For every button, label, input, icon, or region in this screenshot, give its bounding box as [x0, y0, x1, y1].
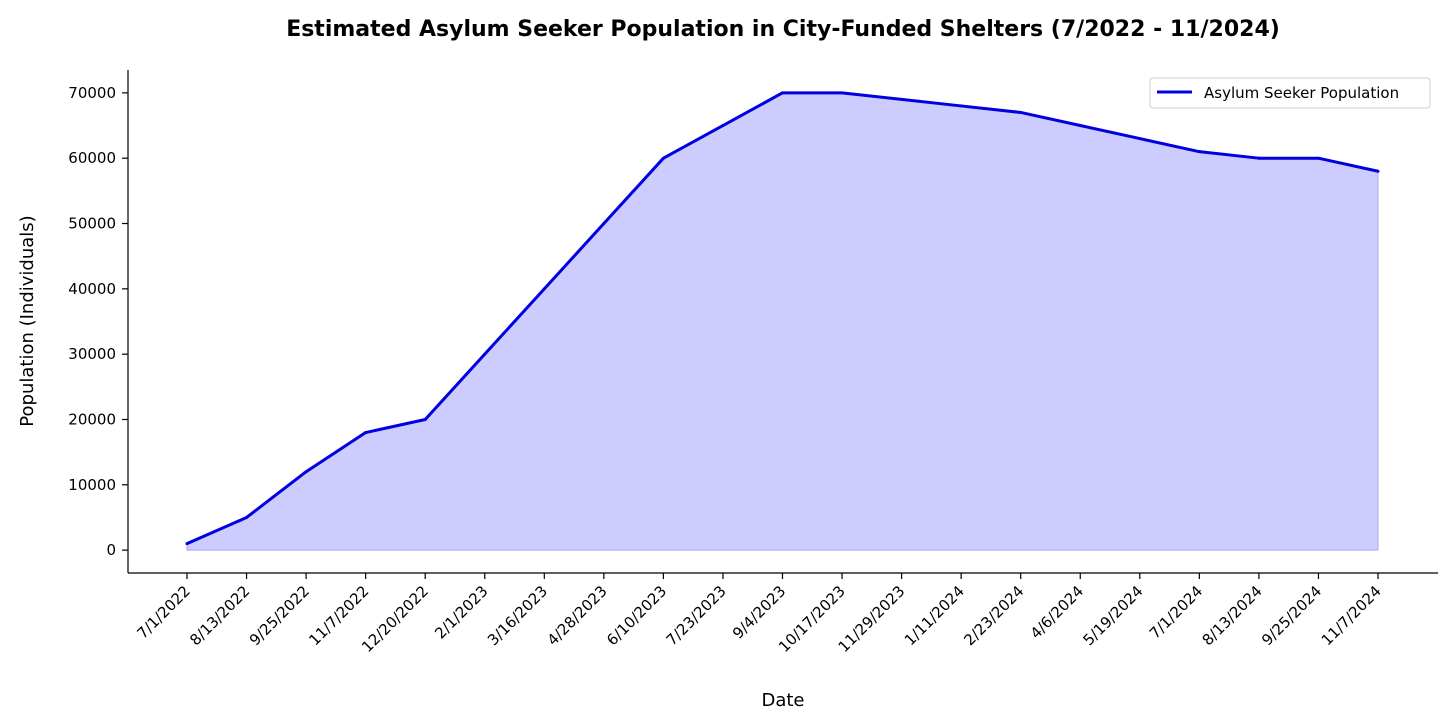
data-point — [840, 91, 844, 95]
y-tick-label: 40000 — [68, 280, 116, 298]
x-tick-label: 8/13/2022 — [186, 582, 253, 649]
data-point — [1376, 169, 1380, 173]
y-tick-label: 50000 — [68, 215, 116, 233]
x-tick-label: 4/28/2023 — [544, 582, 611, 649]
x-tick-label: 4/6/2024 — [1027, 582, 1087, 642]
y-axis-label: Population (Individuals) — [17, 215, 38, 426]
x-tick-label: 7/1/2022 — [133, 582, 193, 642]
series-line-layer — [185, 91, 1380, 546]
data-point — [364, 431, 368, 435]
data-point — [185, 542, 189, 546]
data-point — [1019, 110, 1023, 114]
data-point — [245, 515, 249, 519]
y-tick-label: 60000 — [68, 149, 116, 167]
chart-title: Estimated Asylum Seeker Population in Ci… — [286, 17, 1280, 42]
y-tick-label: 70000 — [68, 84, 116, 102]
y-tick-label: 20000 — [68, 410, 116, 428]
legend-box — [1149, 77, 1431, 109]
y-tick-label: 10000 — [68, 476, 116, 494]
x-tick-label: 3/16/2023 — [484, 582, 551, 649]
data-point — [602, 222, 606, 226]
x-tick-label: 8/13/2024 — [1199, 582, 1266, 649]
data-point — [542, 287, 546, 291]
x-tick-label: 7/1/2024 — [1146, 582, 1206, 642]
data-point — [423, 417, 427, 421]
y-ticks: 0 10000 20000 30000 40000 50000 60000 70000 — [68, 84, 128, 559]
data-point — [483, 352, 487, 356]
data-point — [1078, 124, 1082, 128]
x-axis-label: Date — [761, 690, 804, 711]
x-tick-label: 2/23/2024 — [960, 582, 1027, 649]
data-point — [1138, 137, 1142, 141]
x-tick-label: 11/7/2024 — [1318, 582, 1385, 649]
data-point — [900, 97, 904, 101]
data-point — [1316, 156, 1320, 160]
data-point — [304, 470, 308, 474]
data-point — [721, 124, 725, 128]
x-tick-label: 9/4/2023 — [729, 582, 789, 642]
x-ticks: 7/1/20228/13/20229/25/202211/7/202212/20… — [133, 573, 1385, 656]
y-tick-label: 0 — [106, 541, 116, 559]
data-point — [959, 104, 963, 108]
data-point — [661, 156, 665, 160]
x-tick-label: 2/1/2023 — [431, 582, 491, 642]
legend: Asylum Seeker Population — [1149, 77, 1431, 109]
x-tick-label: 1/11/2024 — [901, 582, 968, 649]
data-point — [1257, 156, 1261, 160]
data-point — [781, 91, 784, 95]
x-tick-label: 7/23/2023 — [663, 582, 730, 649]
x-tick-label: 6/10/2023 — [603, 582, 670, 649]
area-fill — [186, 92, 1379, 551]
data-point — [1197, 150, 1201, 154]
x-tick-label: 5/19/2024 — [1080, 582, 1147, 649]
x-tick-label: 9/25/2022 — [246, 582, 313, 649]
y-tick-label: 30000 — [68, 345, 116, 363]
area-fill-layer — [186, 92, 1379, 551]
x-tick-label: 9/25/2024 — [1258, 582, 1325, 649]
legend-label: Asylum Seeker Population — [1204, 84, 1399, 102]
